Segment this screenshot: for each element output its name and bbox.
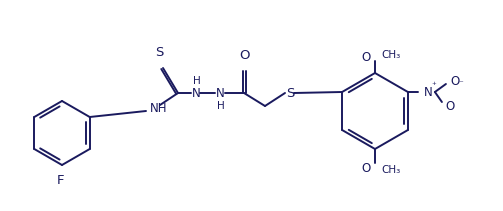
Text: N: N bbox=[216, 87, 224, 100]
Text: NH: NH bbox=[150, 101, 167, 115]
Text: S: S bbox=[155, 46, 163, 59]
Text: H: H bbox=[193, 76, 201, 86]
Text: O: O bbox=[362, 161, 371, 174]
Text: O: O bbox=[239, 49, 249, 62]
Text: O: O bbox=[450, 74, 459, 88]
Text: O: O bbox=[445, 100, 454, 112]
Text: N: N bbox=[192, 87, 200, 100]
Text: ⁺: ⁺ bbox=[432, 81, 437, 89]
Text: H: H bbox=[217, 101, 225, 111]
Text: ⁻: ⁻ bbox=[458, 80, 463, 88]
Text: CH₃: CH₃ bbox=[381, 50, 400, 60]
Text: O: O bbox=[362, 50, 371, 64]
Text: S: S bbox=[286, 87, 294, 100]
Text: N: N bbox=[424, 85, 433, 99]
Text: CH₃: CH₃ bbox=[381, 165, 400, 175]
Text: F: F bbox=[56, 174, 64, 187]
